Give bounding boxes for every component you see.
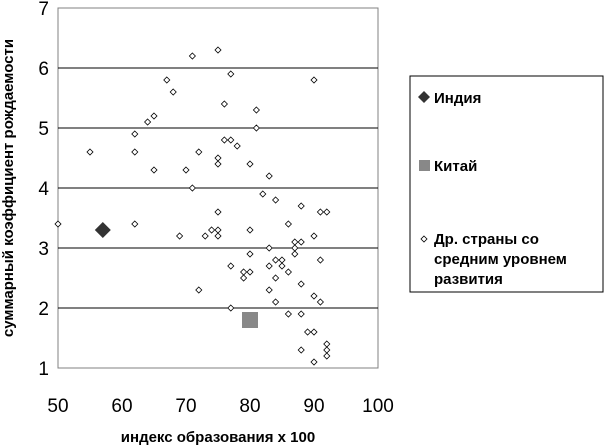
x-tick-label: 90 xyxy=(303,396,324,417)
x-tick-label: 50 xyxy=(47,396,68,417)
point-other-country xyxy=(208,226,216,234)
point-other-country xyxy=(163,76,171,84)
point-other-country xyxy=(227,136,235,144)
point-other-country xyxy=(227,262,235,270)
point-other-country xyxy=(278,262,286,270)
point-other-country xyxy=(227,304,235,312)
point-other-country xyxy=(310,232,318,240)
point-other-country xyxy=(131,148,139,156)
point-other-country xyxy=(144,118,152,126)
point-other-country xyxy=(131,220,139,228)
x-tick-label: 60 xyxy=(111,396,132,417)
point-other-country xyxy=(297,202,305,210)
point-other-country xyxy=(310,358,318,366)
point-other-country xyxy=(240,274,248,282)
point-other-country xyxy=(227,70,235,78)
point-other-country xyxy=(316,256,324,264)
point-other-country xyxy=(214,232,222,240)
point-other-country xyxy=(54,220,62,228)
point-other-country xyxy=(284,220,292,228)
point-other-country xyxy=(188,184,196,192)
point-china xyxy=(242,312,258,328)
legend-label-other-line3: развития xyxy=(434,271,503,288)
point-other-country xyxy=(323,208,331,216)
data-points xyxy=(54,46,331,366)
legend-box xyxy=(409,75,604,293)
point-other-country xyxy=(272,196,280,204)
point-other-country xyxy=(169,88,177,96)
point-other-country xyxy=(246,268,254,276)
point-other-country xyxy=(201,232,209,240)
point-other-country xyxy=(252,106,260,114)
point-other-country xyxy=(310,76,318,84)
y-tick-label: 1 xyxy=(38,359,49,380)
point-other-country xyxy=(310,328,318,336)
tick-labels: 1 2 3 4 5 6 7 50 60 70 80 90 100 xyxy=(38,0,393,417)
point-other-country xyxy=(220,136,228,144)
legend-label-other-line1: Др. страны со xyxy=(434,231,539,248)
point-other-country xyxy=(323,352,331,360)
x-tick-label: 70 xyxy=(175,396,196,417)
point-other-country xyxy=(265,286,273,294)
point-other-country xyxy=(86,148,94,156)
point-other-country xyxy=(297,346,305,354)
point-other-country xyxy=(252,124,260,132)
point-other-country xyxy=(214,208,222,216)
point-other-country xyxy=(284,268,292,276)
point-other-country xyxy=(188,52,196,60)
y-tick-label: 2 xyxy=(38,299,49,320)
point-other-country xyxy=(233,142,241,150)
legend-marker-india xyxy=(418,91,430,103)
y-tick-label: 3 xyxy=(38,239,49,260)
x-tick-label: 80 xyxy=(239,396,260,417)
point-other-country xyxy=(150,112,158,120)
point-other-country xyxy=(265,262,273,270)
point-other-country xyxy=(182,166,190,174)
gridlines xyxy=(58,67,378,309)
point-other-country xyxy=(246,226,254,234)
point-other-country xyxy=(150,166,158,174)
point-other-country xyxy=(304,328,312,336)
point-other-country xyxy=(316,208,324,216)
x-axis-title: индекс образования x 100 xyxy=(121,429,315,446)
y-tick-label: 5 xyxy=(38,119,49,140)
point-other-country xyxy=(259,190,267,198)
point-other-country xyxy=(176,232,184,240)
legend-label-india: Индия xyxy=(434,90,481,107)
x-tick-label: 100 xyxy=(362,396,394,417)
legend: Индия Китай Др. страны со средним уровне… xyxy=(409,75,604,293)
legend-marker-other xyxy=(420,235,428,243)
point-other-country xyxy=(265,172,273,180)
point-other-country xyxy=(297,238,305,246)
point-other-country xyxy=(220,100,228,108)
y-axis-title: суммарный коэффициент рождаемости xyxy=(0,39,17,337)
y-tick-label: 7 xyxy=(38,0,49,20)
legend-label-other: Др. страны со средним уровнем развития xyxy=(434,231,571,288)
point-other-country xyxy=(195,148,203,156)
legend-label-china: Китай xyxy=(434,158,477,175)
point-other-country xyxy=(246,160,254,168)
point-other-country xyxy=(310,292,318,300)
point-other-country xyxy=(246,250,254,258)
point-other-country xyxy=(272,274,280,282)
y-tick-label: 6 xyxy=(38,59,49,80)
point-other-country xyxy=(214,46,222,54)
y-tick-label: 4 xyxy=(38,179,49,200)
point-other-country xyxy=(265,244,273,252)
point-other-country xyxy=(195,286,203,294)
point-india xyxy=(94,222,111,238)
point-other-country xyxy=(316,298,324,306)
legend-label-other-line2: средним уровнем xyxy=(434,251,567,268)
point-other-country xyxy=(291,250,299,258)
point-other-country xyxy=(272,298,280,306)
legend-marker-china xyxy=(419,160,430,171)
point-other-country xyxy=(297,310,305,318)
point-other-country xyxy=(297,280,305,288)
point-other-country xyxy=(131,130,139,138)
point-other-country xyxy=(272,256,280,264)
point-other-country xyxy=(214,160,222,168)
point-other-country xyxy=(284,310,292,318)
